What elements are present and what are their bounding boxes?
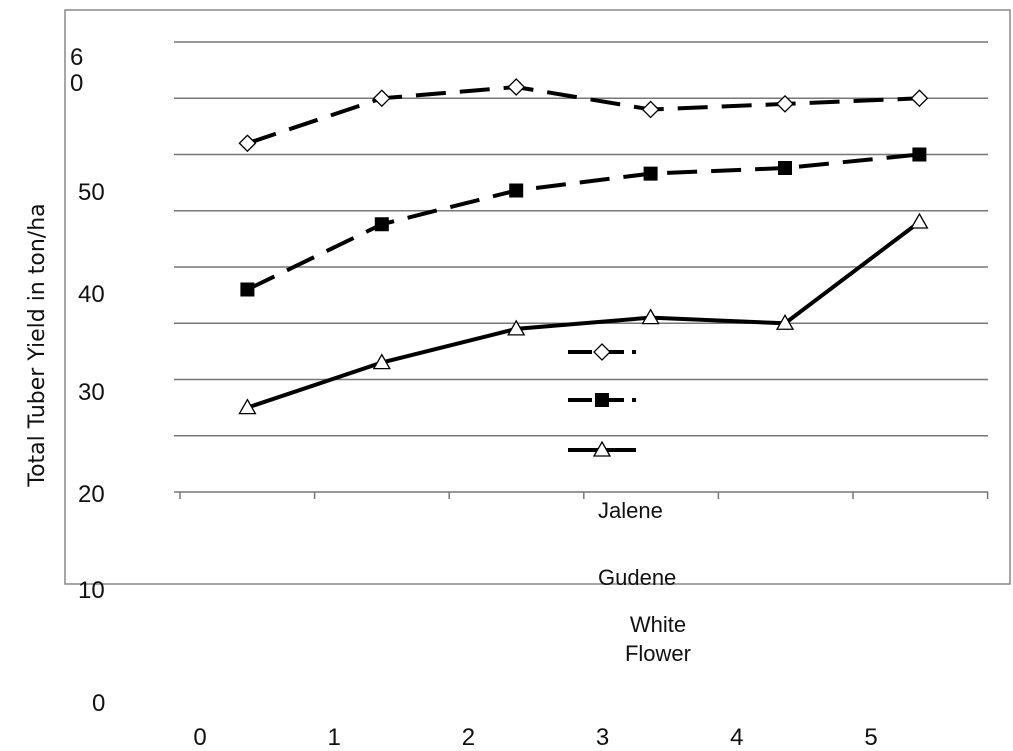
point-marker: [641, 308, 660, 325]
point-marker: [595, 393, 609, 407]
x-tick-label: 4: [730, 724, 743, 751]
point-marker: [912, 147, 927, 162]
y-tick-label: 20: [78, 481, 105, 508]
point-marker: [507, 78, 526, 96]
y-tick-label: 10: [78, 577, 105, 604]
point-marker: [641, 100, 660, 119]
legend-label: Gudene: [598, 565, 676, 590]
x-axis-tick-labels: 0 1 2 3 4 5: [193, 724, 877, 751]
series-line: [246, 84, 920, 146]
point-marker: [374, 217, 389, 232]
outer-frame: [64, 9, 1011, 585]
point-marker: [643, 166, 658, 181]
point-marker: [592, 440, 612, 457]
y-tick-label: 30: [78, 379, 105, 406]
series-white-flower: [238, 212, 929, 415]
legend-label: White Flower: [625, 612, 691, 666]
x-tick-label: 0: [193, 724, 206, 751]
series-line: [246, 152, 920, 292]
series-layer: [238, 78, 929, 415]
point-marker: [910, 89, 929, 108]
y-tick-label: 40: [78, 281, 105, 308]
point-marker: [775, 313, 795, 330]
point-marker: [238, 134, 257, 153]
point-marker: [372, 353, 391, 370]
x-tick-label: 3: [596, 724, 609, 751]
point-marker: [910, 212, 929, 229]
y-tick-label: 50: [78, 179, 105, 206]
x-tick-label: 1: [328, 724, 341, 751]
point-marker: [240, 282, 255, 297]
legend-label: Jalene: [598, 498, 663, 523]
legend: Jalene Gudene White Flower: [568, 343, 691, 666]
x-tick-label: 2: [462, 724, 475, 751]
point-marker: [509, 183, 524, 198]
series-jalene: [238, 78, 929, 153]
y-axis-tick-labels: 6 0 50 40 30 20 10 0: [70, 44, 105, 717]
point-marker: [507, 319, 526, 336]
x-axis-ticks: [179, 492, 989, 499]
y-tick-label: 0: [92, 690, 105, 717]
y-axis-label: Total Tuber Yield in ton/ha: [25, 203, 50, 487]
point-marker: [238, 398, 257, 415]
point-marker: [593, 343, 611, 361]
series-line: [246, 220, 921, 410]
series-gudene: [240, 147, 927, 297]
x-tick-label: 5: [864, 724, 877, 751]
point-marker: [778, 161, 792, 175]
point-marker: [776, 94, 794, 113]
point-marker: [372, 89, 391, 108]
